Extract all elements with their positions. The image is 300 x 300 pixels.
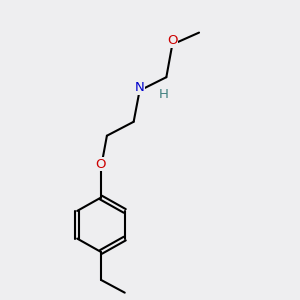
Text: O: O xyxy=(167,34,178,47)
Text: H: H xyxy=(158,88,168,100)
Text: N: N xyxy=(135,81,145,94)
Text: O: O xyxy=(96,158,106,171)
